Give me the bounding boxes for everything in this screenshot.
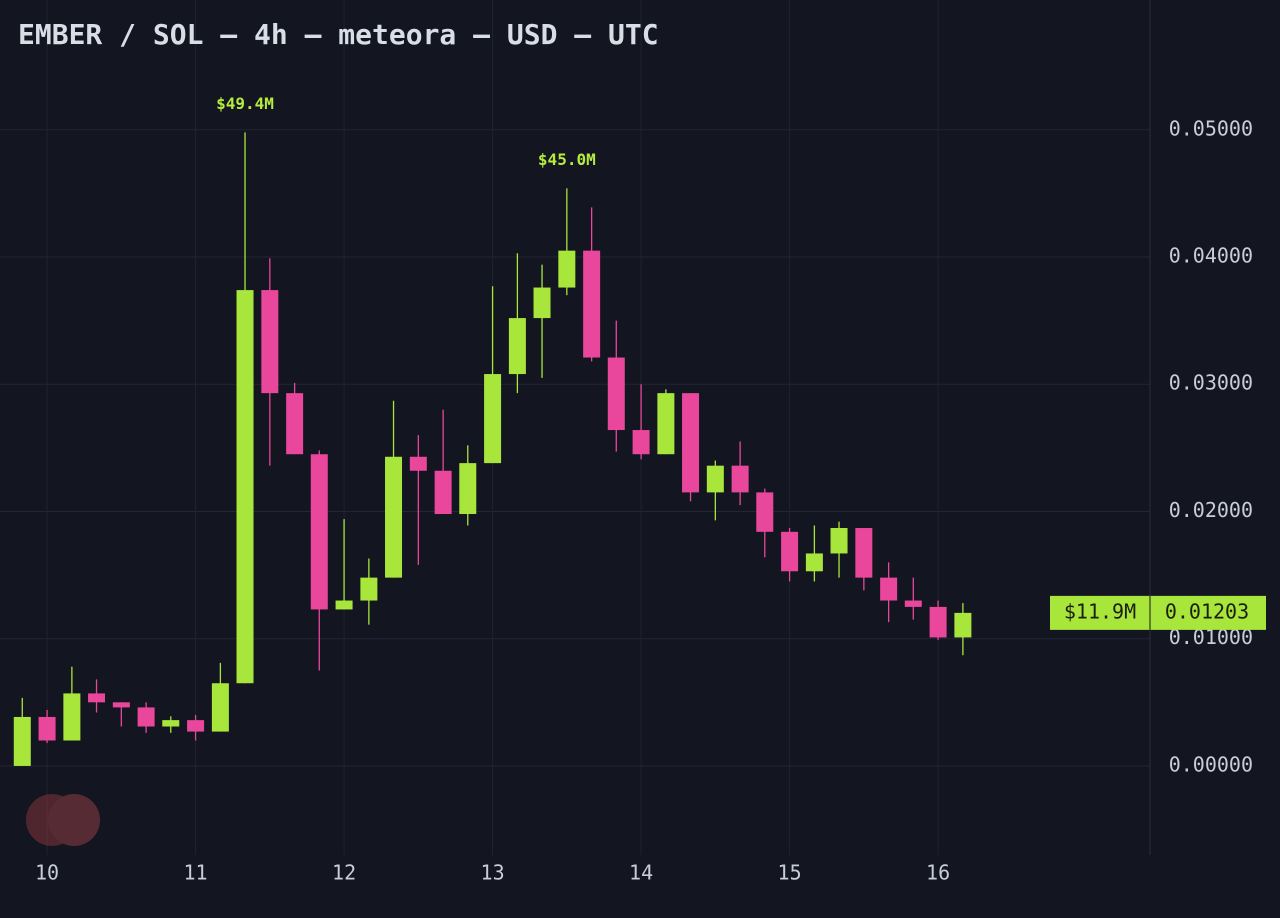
x-tick-label: 16	[926, 861, 950, 885]
candle-body	[682, 393, 700, 493]
candle-body	[533, 287, 551, 319]
candle-body	[706, 465, 724, 493]
candle-body	[954, 612, 972, 638]
candle-body	[632, 430, 650, 455]
y-tick-label: 0.02000	[1169, 498, 1253, 522]
candle-body	[880, 577, 898, 601]
candle-body	[310, 454, 328, 610]
candle-body	[88, 693, 106, 703]
last-market-cap: $11.9M	[1064, 599, 1136, 623]
candle-body	[286, 393, 304, 455]
candle-body	[112, 702, 130, 708]
candle-body	[236, 290, 254, 684]
candle-body	[929, 606, 947, 638]
x-tick-label: 12	[332, 861, 356, 885]
candle-body	[162, 720, 180, 727]
y-tick-label: 0.05000	[1169, 116, 1253, 140]
market-cap-annotation: $49.4M	[216, 94, 274, 113]
candle-body	[756, 492, 774, 532]
candle-body	[583, 250, 601, 358]
candle-body	[731, 465, 749, 493]
candle-body	[484, 374, 502, 464]
y-tick-label: 0.00000	[1169, 752, 1253, 776]
candle-body	[211, 683, 229, 732]
candle-body	[38, 716, 56, 741]
candle-body	[508, 318, 526, 375]
x-tick-label: 15	[778, 861, 802, 885]
x-tick-label: 11	[184, 861, 208, 885]
logo-left	[26, 794, 78, 846]
candle-body	[855, 528, 873, 578]
candle-body	[830, 528, 848, 554]
x-tick-label: 10	[35, 861, 59, 885]
candle-body	[385, 456, 403, 578]
candle-body	[261, 290, 279, 394]
candle-body	[607, 357, 625, 431]
candle-body	[459, 463, 477, 515]
labels: 0.000000.010000.020000.030000.040000.050…	[35, 94, 1266, 885]
last-price-box	[1050, 595, 1266, 630]
candle-body	[335, 600, 353, 610]
logo	[26, 794, 100, 846]
candle-body	[63, 693, 81, 741]
candle-body	[13, 716, 31, 766]
candle-body	[781, 531, 799, 572]
candle-body	[558, 250, 576, 288]
x-tick-label: 14	[629, 861, 653, 885]
candle-body	[657, 393, 675, 455]
logo-right	[48, 794, 100, 846]
candle-body	[805, 553, 823, 572]
market-cap-annotation: $45.0M	[538, 150, 596, 169]
candle-body	[137, 707, 155, 727]
chart-title: EMBER / SOL — 4h — meteora — USD — UTC	[18, 18, 659, 51]
candles	[13, 132, 972, 766]
y-tick-label: 0.03000	[1169, 371, 1253, 395]
y-tick-label: 0.04000	[1169, 244, 1253, 268]
candle-body	[360, 577, 378, 601]
candle-body	[434, 470, 452, 515]
x-tick-label: 13	[481, 861, 505, 885]
last-price: 0.01203	[1165, 599, 1249, 623]
candle-body	[904, 600, 922, 607]
candle-body	[409, 456, 427, 471]
candle-body	[187, 720, 205, 732]
